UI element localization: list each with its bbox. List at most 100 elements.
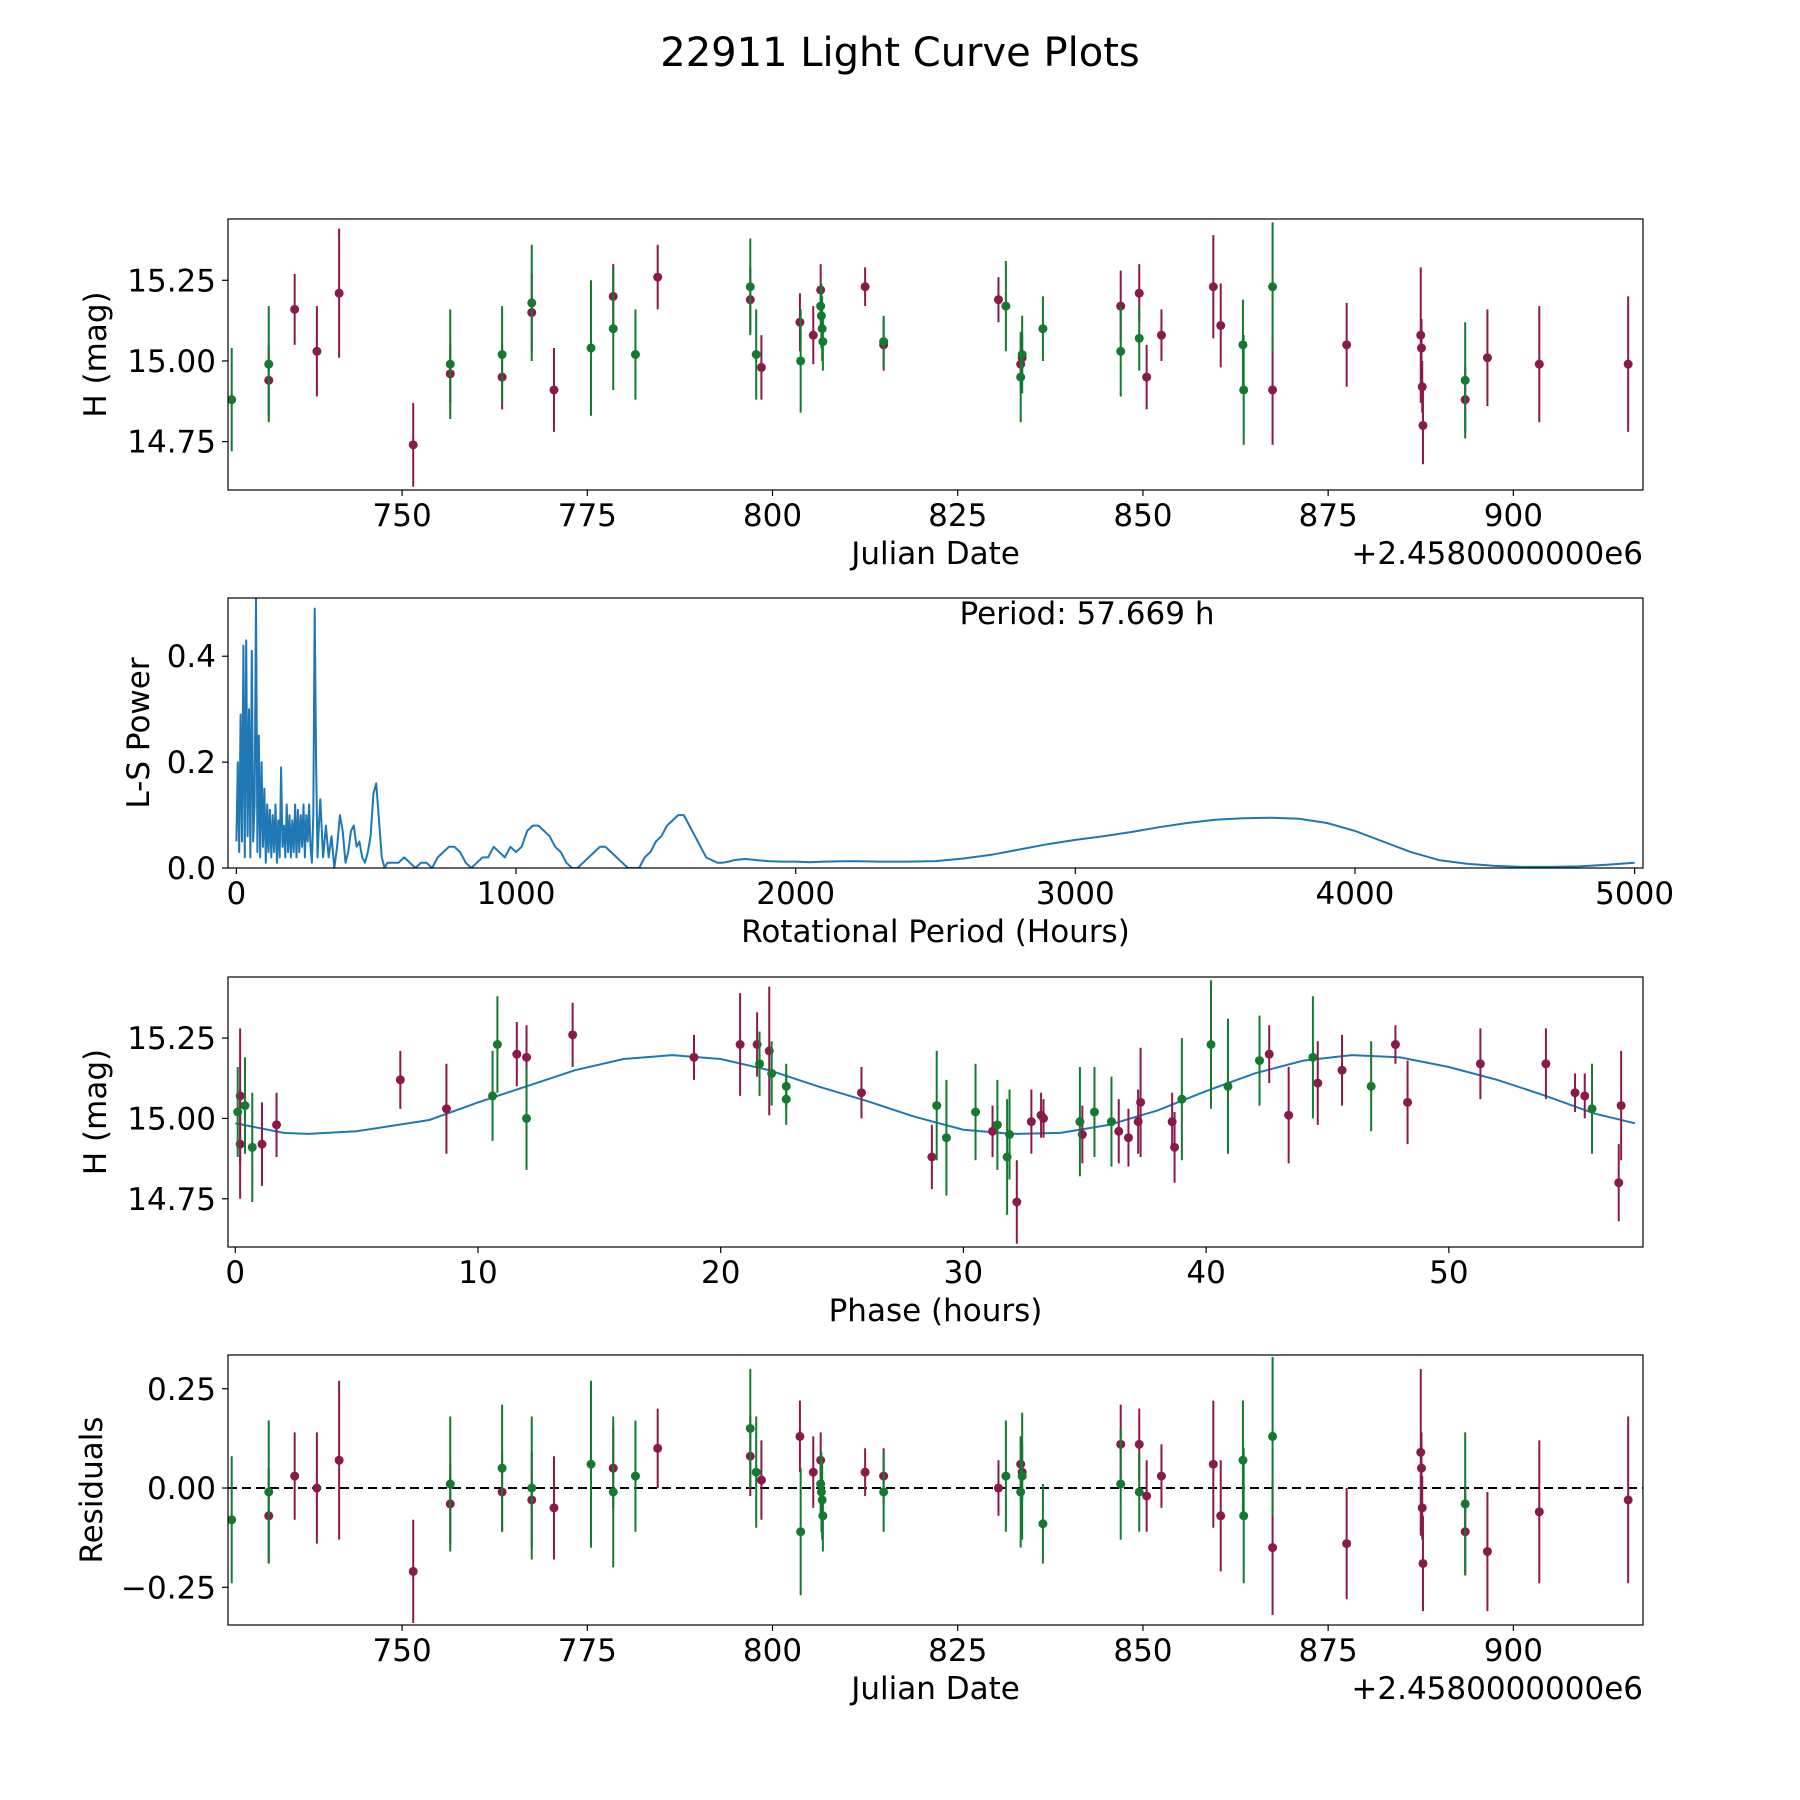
model-curve [235,1054,1636,1135]
data-point [1337,1065,1347,1075]
figure-title: 22911 Light Curve Plots [660,30,1139,76]
x-axis-label: Julian Date [849,536,1020,572]
data-point [1142,1491,1152,1501]
data-point [1460,1499,1470,1509]
data-point [818,1511,828,1521]
data-point [856,1088,866,1098]
data-point [586,1459,596,1469]
data-point [233,1107,243,1117]
x-tick-label: 20 [701,1255,740,1291]
x-axis-label: Rotational Period (Hours) [741,914,1130,950]
data-point [1342,1539,1352,1549]
data-point [755,1059,765,1069]
data-point [1255,1056,1265,1066]
x-tick-label: 900 [1484,1633,1543,1669]
data-point [1039,1113,1049,1123]
data-point [1216,1511,1226,1521]
x-tick-label: 5000 [1595,876,1674,912]
data-point [1156,330,1166,340]
data-point [445,359,455,369]
data-point [932,1101,942,1111]
data-point [522,1113,532,1123]
data-point [808,330,818,340]
x-tick-label: 850 [1113,1633,1172,1669]
periodogram-line [235,598,1635,868]
data-point [272,1120,282,1130]
data-point [290,1471,300,1481]
data-point [264,359,274,369]
data-point [1017,1471,1027,1481]
data-point [334,1455,344,1465]
data-point [1038,324,1048,334]
data-point [756,362,766,372]
data-point [1116,1479,1126,1489]
data-point [512,1049,522,1059]
phased-plot-area [233,980,1636,1244]
data-point [653,1443,663,1453]
axes-frame [227,218,1644,491]
data-point [1016,1487,1026,1497]
data-point [1239,1511,1249,1521]
data-point [1623,359,1633,369]
data-point [653,272,663,282]
data-point [735,1040,745,1049]
data-point [1580,1091,1590,1101]
x-tick-label: 40 [1186,1255,1225,1291]
data-point [993,295,1003,305]
data-point [1587,1104,1597,1114]
data-point [1001,301,1011,311]
data-point [767,1068,777,1078]
data-point [796,1527,806,1537]
data-point [745,282,755,292]
lightcurve-plot-area [228,222,1633,487]
data-point [1268,1543,1278,1553]
data-point [1616,1101,1626,1111]
y-axis-label: H (mag) [78,291,114,417]
y-tick-label: 14.75 [127,425,216,461]
data-point [1264,1049,1274,1059]
data-point [247,1142,257,1152]
data-point [1223,1081,1233,1091]
data-point [1418,420,1428,430]
data-point [630,1471,640,1481]
data-point [312,1483,322,1493]
x-tick-label: 750 [373,1633,432,1669]
x-axis-label: Phase (hours) [829,1293,1043,1329]
data-point [756,1475,766,1485]
x-tick-label: 825 [928,1633,987,1669]
y-axis-label: H (mag) [78,1049,114,1175]
data-point [1012,1197,1022,1207]
data-point [879,337,889,347]
data-point [1390,1040,1400,1049]
data-point [1460,375,1470,385]
data-point [608,324,618,334]
data-point [1482,1547,1492,1557]
data-point [1268,385,1278,395]
data-point [334,288,344,298]
data-point [1026,1117,1036,1127]
data-point [257,1139,267,1149]
data-point [1208,1459,1218,1469]
y-tick-label: 0.4 [167,639,216,675]
y-tick-label: 15.25 [127,1021,216,1057]
axes-frame [227,1354,1644,1626]
x-tick-label: 875 [1299,498,1358,534]
data-point [1005,1130,1015,1139]
x-tick-label: 2000 [756,876,835,912]
data-point [1268,282,1278,292]
y-tick-label: 0.2 [167,745,216,781]
y-tick-label: 0.25 [147,1372,216,1408]
data-point [1134,288,1144,298]
x-tick-label: 3000 [1036,876,1115,912]
x-tick-label: 4000 [1316,876,1395,912]
x-tick-label: 30 [944,1255,983,1291]
residuals-plot-area [228,1356,1643,1624]
x-tick-label: 850 [1113,498,1172,534]
x-tick-label: 1000 [477,876,556,912]
data-point [1418,1558,1428,1568]
data-point [1177,1094,1187,1104]
data-point [689,1052,699,1062]
x-tick-label: 825 [928,498,987,534]
data-point [1284,1110,1294,1120]
data-point [751,1467,761,1477]
